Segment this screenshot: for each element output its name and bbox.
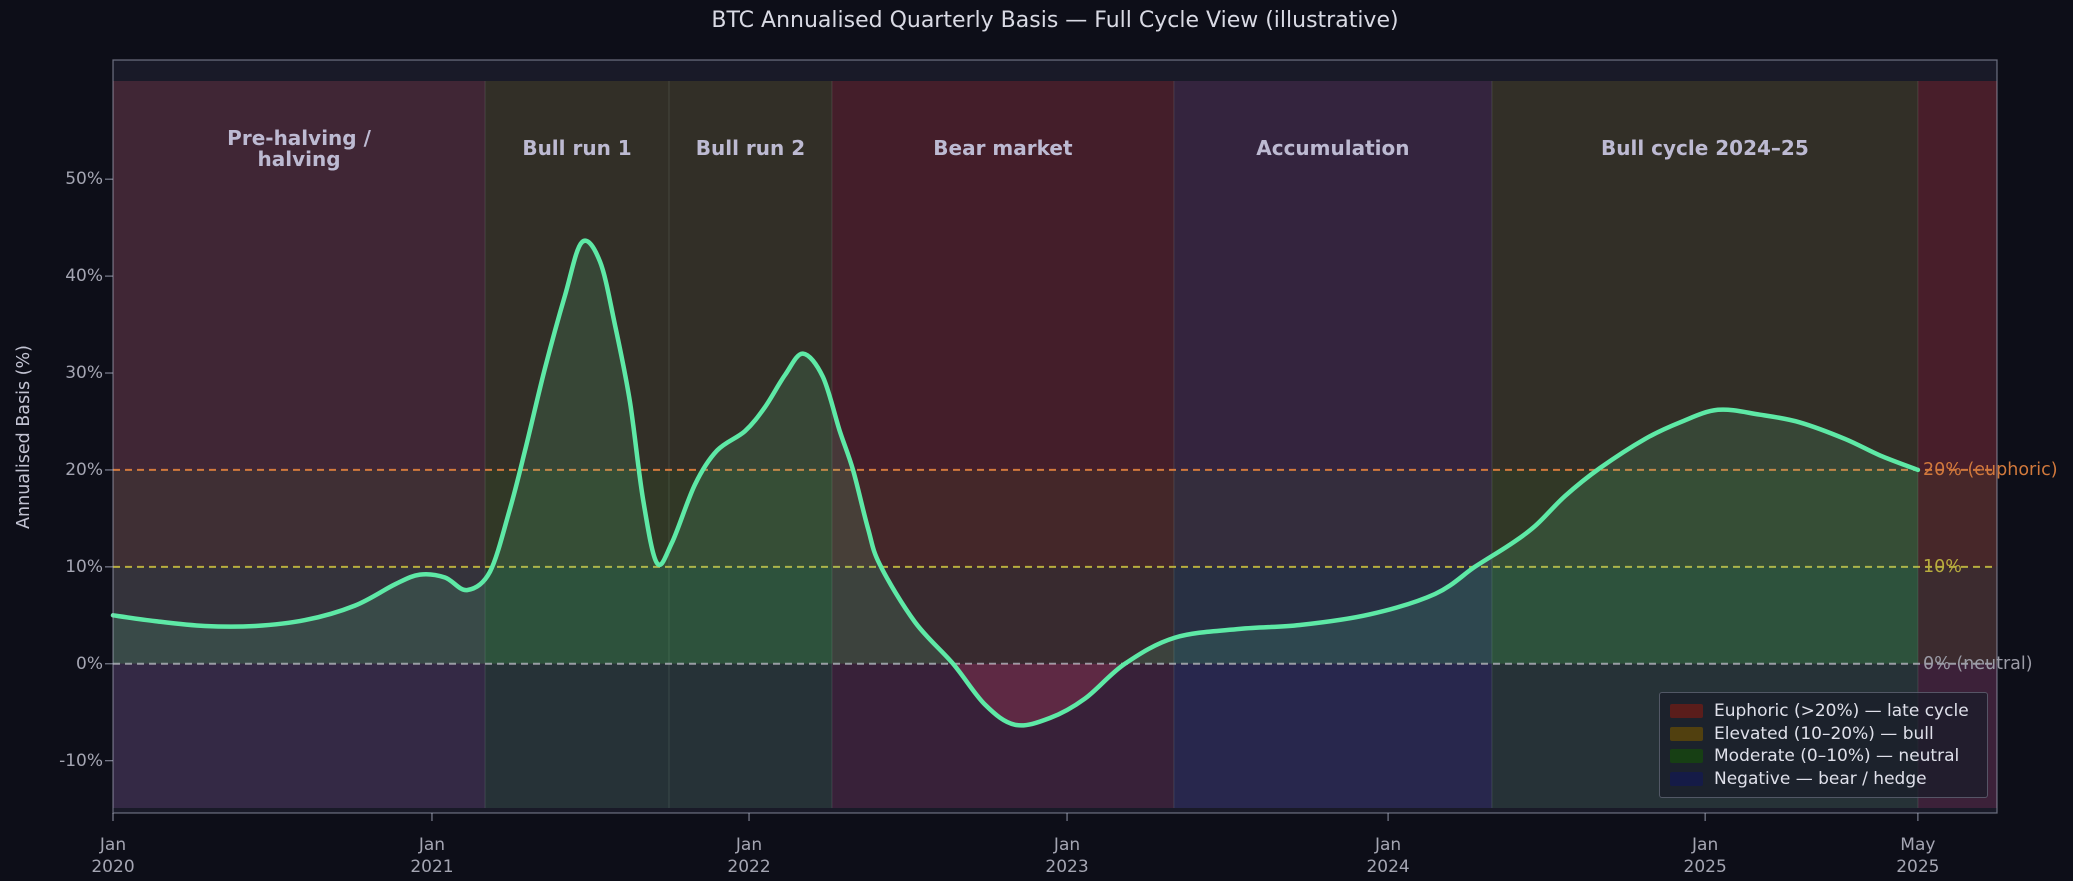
y-tick-label: -10% [59,750,103,771]
y-tick-label: 40% [65,266,103,287]
legend-label: Negative — bear / hedge [1714,768,1927,789]
era-label-3: Bear market [933,136,1073,160]
zone-band-moderate [113,566,1997,664]
legend-swatch [1670,771,1703,786]
era-label-0: Pre-halving / halving [227,126,371,171]
x-tick-label: Jan 2020 [91,835,135,877]
legend-swatch [1670,749,1703,764]
y-tick-label: 30% [65,363,103,384]
era-label-2: Bull run 2 [695,136,806,160]
era-band-5 [1491,81,1918,808]
y-tick-label: 50% [65,169,103,190]
x-tick-label: Jan 2024 [1366,835,1410,877]
legend-swatch [1670,726,1703,741]
era-band-3 [831,81,1174,808]
legend-label: Elevated (10–20%) — bull [1714,723,1934,744]
chart-title: BTC Annualised Quarterly Basis — Full Cy… [711,8,1399,33]
x-tick-label: Jan 2023 [1045,835,1089,877]
zone-band-elevated [113,469,1997,567]
legend-item-1: Elevated (10–20%) — bull [1670,723,1977,746]
legend-label: Moderate (0–10%) — neutral [1714,746,1960,767]
era-band-0 [113,81,486,808]
legend-item-3: Negative — bear / hedge [1670,768,1977,791]
plot-area [113,60,1997,813]
era-label-4: Accumulation [1256,136,1410,160]
area-fill-positive [113,240,1918,664]
x-tick-label: May 2025 [1896,835,1940,877]
area-fill-negative [113,663,1918,726]
axes-spines [112,59,1998,814]
legend: Euphoric (>20%) — late cycle Elevated (10… [1659,692,1988,798]
reference-line-label-10: 10% [1923,556,1962,577]
era-band-2 [668,81,832,808]
legend-item-0: Euphoric (>20%) — late cycle [1670,700,1977,723]
basis-line [110,238,1921,728]
era-band-6 [1917,81,1997,808]
era-band-1 [485,81,669,808]
x-tick-label: Jan 2022 [727,835,771,877]
y-tick-label: 10% [65,556,103,577]
x-tick-label: Jan 2025 [1683,835,1727,877]
y-tick-label: 20% [65,459,103,480]
y-tick-label: 0% [76,653,103,674]
reference-line-label-20: 20% (euphoric) [1923,459,2058,480]
legend-label: Euphoric (>20%) — late cycle [1714,701,1969,722]
era-label-5: Bull cycle 2024–25 [1600,136,1809,160]
zone-band-euphoric [113,81,1997,470]
era-label-1: Bull run 1 [522,136,632,160]
legend-swatch [1670,704,1703,719]
era-band-4 [1173,81,1492,808]
x-tick-label: Jan 2021 [410,835,454,877]
legend-item-2: Moderate (0–10%) — neutral [1670,745,1977,768]
reference-line-label-0: 0% (neutral) [1923,653,2033,674]
